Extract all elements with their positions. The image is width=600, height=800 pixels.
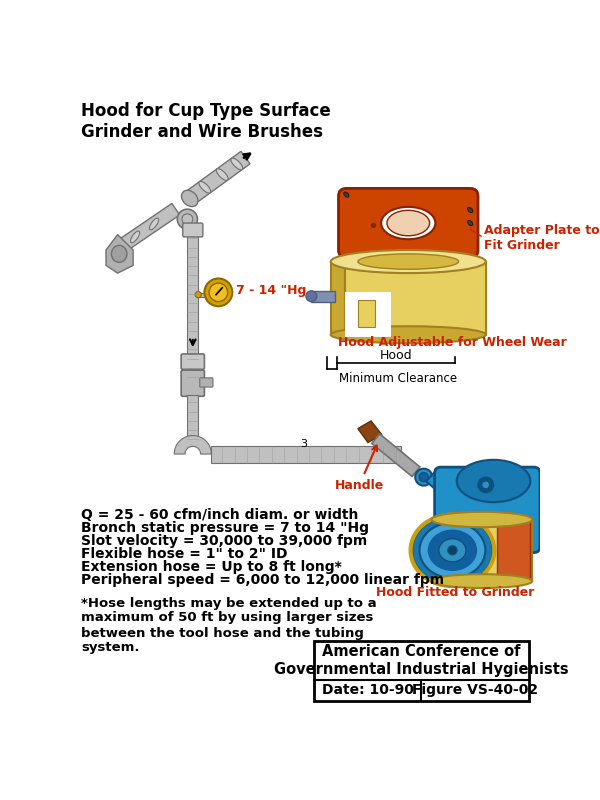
Polygon shape [211,446,401,463]
FancyBboxPatch shape [434,467,540,553]
Text: Hood for Cup Type Surface
Grinder and Wire Brushes: Hood for Cup Type Surface Grinder and Wi… [81,102,331,141]
Ellipse shape [431,574,532,588]
FancyBboxPatch shape [338,188,478,258]
Text: American Conference of
Governmental Industrial Hygienists: American Conference of Governmental Indu… [274,644,569,677]
Ellipse shape [112,246,127,262]
Polygon shape [358,421,382,442]
FancyBboxPatch shape [200,378,213,387]
Ellipse shape [387,210,430,236]
Ellipse shape [217,169,228,181]
Circle shape [478,477,493,493]
Text: Adapter Plate to
Fit Grinder: Adapter Plate to Fit Grinder [484,225,600,253]
Ellipse shape [412,516,493,585]
Ellipse shape [467,221,473,226]
Bar [497,519,530,581]
Text: Flexible hose = 1" to 2" ID: Flexible hose = 1" to 2" ID [81,547,288,562]
Text: Hood Adjustable for Wheel Wear: Hood Adjustable for Wheel Wear [338,336,567,350]
Polygon shape [183,151,250,206]
FancyBboxPatch shape [181,354,205,370]
Ellipse shape [306,291,317,302]
Circle shape [482,481,490,489]
Polygon shape [106,234,133,273]
Ellipse shape [415,469,432,486]
Ellipse shape [199,182,211,193]
Ellipse shape [428,530,476,570]
Text: Peripheral speed = 6,000 to 12,000 linear fpm: Peripheral speed = 6,000 to 12,000 linea… [81,574,445,587]
Ellipse shape [381,207,436,239]
Text: 7 - 14 "Hg: 7 - 14 "Hg [236,283,307,297]
Circle shape [448,546,457,555]
Circle shape [195,291,202,298]
Ellipse shape [419,473,428,482]
Bar [344,292,391,337]
Text: Slot velocity = 30,000 to 39,000 fpm: Slot velocity = 30,000 to 39,000 fpm [81,534,367,548]
Polygon shape [118,203,179,252]
Polygon shape [426,473,455,500]
Bar [358,300,375,327]
Ellipse shape [457,460,530,502]
Text: Q = 25 - 60 cfm/inch diam. or width: Q = 25 - 60 cfm/inch diam. or width [81,508,359,522]
Text: Bronch static pressure = 7 to 14 "Hg: Bronch static pressure = 7 to 14 "Hg [81,521,369,535]
Polygon shape [372,434,420,477]
Ellipse shape [439,538,466,562]
FancyBboxPatch shape [181,370,205,396]
Ellipse shape [231,158,242,170]
Text: 3: 3 [300,438,307,449]
Polygon shape [331,262,344,334]
Text: Hood Fitted to Grinder: Hood Fitted to Grinder [376,586,534,599]
Ellipse shape [182,214,193,225]
Circle shape [371,223,376,228]
Bar [314,641,529,702]
Text: Hood: Hood [380,349,412,362]
Ellipse shape [419,522,485,578]
Ellipse shape [431,512,532,527]
Ellipse shape [331,326,486,343]
Text: Figure VS-40-02: Figure VS-40-02 [412,683,538,698]
Bar [311,291,335,302]
Ellipse shape [178,209,197,230]
Ellipse shape [149,218,158,230]
Text: *Hose lengths may be extended up to a
maximum of 50 ft by using larger sizes
bet: *Hose lengths may be extended up to a ma… [81,597,377,654]
Bar [431,519,532,581]
Circle shape [209,283,227,302]
Ellipse shape [358,254,458,270]
Ellipse shape [467,207,473,213]
Circle shape [205,278,232,306]
Text: Date: 10-90: Date: 10-90 [322,683,413,698]
Polygon shape [198,293,205,297]
FancyBboxPatch shape [183,223,203,237]
Ellipse shape [331,250,486,273]
Ellipse shape [181,190,198,206]
Text: Handle: Handle [335,446,384,492]
Polygon shape [187,394,198,446]
Ellipse shape [344,192,349,197]
Ellipse shape [130,231,140,242]
Bar [344,262,486,334]
Polygon shape [187,230,198,389]
Polygon shape [174,435,211,454]
Text: Extension hose = Up to 8 ft long*: Extension hose = Up to 8 ft long* [81,560,342,574]
Text: Minimum Clearance: Minimum Clearance [339,373,457,386]
